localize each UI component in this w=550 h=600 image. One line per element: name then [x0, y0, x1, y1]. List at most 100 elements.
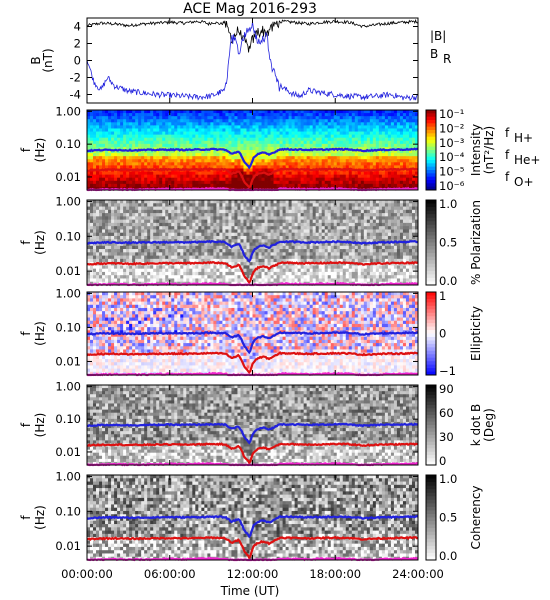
spectrogram-cell [409, 184, 412, 187]
spectrogram-cell [144, 256, 147, 260]
spectrogram-cell [93, 159, 96, 162]
spectrogram-cell [412, 138, 415, 141]
spectrogram-cell [180, 220, 183, 224]
spectrogram-cell [132, 162, 135, 165]
spectrogram-cell [177, 141, 180, 144]
spectrogram-cell [249, 172, 252, 175]
spectrogram-cell [246, 213, 249, 217]
spectrogram-cell [225, 184, 228, 187]
spectrogram-cell [292, 156, 295, 159]
colorbar-tick-label: 10⁻⁵ [439, 165, 465, 179]
spectrogram-cell [138, 153, 141, 156]
spectrogram-cell [192, 236, 195, 240]
spectrogram-cell [274, 162, 277, 165]
spectrogram-cell [364, 110, 367, 113]
spectrogram-cell [337, 184, 340, 187]
spectrogram-cell [310, 141, 313, 144]
spectrogram-cell [355, 162, 358, 165]
spectrogram-cell [262, 125, 265, 128]
spectrogram-cell [298, 132, 301, 135]
spectrogram-cell [340, 156, 343, 159]
spectrogram-cell [259, 226, 262, 230]
spectrogram-cell [120, 229, 123, 233]
spectrogram-cell [268, 178, 271, 181]
spectrogram-cell [93, 223, 96, 227]
spectrogram-cell [352, 132, 355, 135]
spectrogram-cell [147, 236, 150, 240]
spectrogram-cell [234, 147, 237, 150]
spectrogram-cell [216, 138, 219, 141]
spectrogram-cell [210, 233, 213, 237]
spectrogram-cell [144, 265, 147, 269]
spectrogram-cell [268, 181, 271, 184]
spectrogram-cell [283, 178, 286, 181]
spectrogram-cell [243, 138, 246, 141]
spectrogram-cell [385, 138, 388, 141]
spectrogram-cell [355, 113, 358, 116]
spectrogram-cell [174, 229, 177, 233]
spectrogram-cell [334, 175, 337, 178]
spectrogram-cell [99, 226, 102, 230]
spectrogram-cell [394, 153, 397, 156]
spectrogram-cell [280, 272, 283, 276]
spectrogram-cell [210, 141, 213, 144]
spectrogram-cell [376, 135, 379, 138]
spectrogram-cell [234, 125, 237, 128]
spectrogram-cell [183, 236, 186, 240]
spectrogram-cell [319, 272, 322, 276]
spectrogram-cell [262, 116, 265, 119]
spectrogram-cell [204, 269, 207, 273]
spectrogram-cell [277, 132, 280, 135]
spectrogram-cell [240, 122, 243, 125]
spectrogram-cell [307, 213, 310, 217]
spectrogram-cell [231, 239, 234, 243]
spectrogram-cell [141, 203, 144, 207]
spectrogram-cell [295, 272, 298, 276]
spectrogram-cell [192, 128, 195, 131]
spectrogram-cell [135, 144, 138, 147]
spectrogram-cell [126, 233, 129, 237]
spectrogram-cell [108, 144, 111, 147]
spectrogram-cell [397, 141, 400, 144]
spectrogram-cell [165, 272, 168, 276]
spectrogram-cell [171, 128, 174, 131]
spectrogram-cell [216, 216, 219, 220]
spectrogram-cell [259, 262, 262, 266]
spectrogram-cell [120, 223, 123, 227]
spectrogram-cell [280, 220, 283, 224]
spectrogram-cell [135, 259, 138, 263]
spectrogram-cell [216, 159, 219, 162]
colorbar-cell [426, 120, 436, 124]
spectrogram-cell [304, 184, 307, 187]
spectrogram-cell [316, 156, 319, 159]
spectrogram-cell [207, 172, 210, 175]
spectrogram-cell [280, 116, 283, 119]
spectrogram-cell [397, 110, 400, 113]
spectrogram-cell [171, 200, 174, 204]
spectrogram-cell [195, 269, 198, 273]
spectrogram-cell [213, 184, 216, 187]
spectrogram-cell [93, 132, 96, 135]
spectrogram-cell [204, 246, 207, 250]
spectrogram-cell [192, 203, 195, 207]
spectrogram-cell [385, 144, 388, 147]
spectrogram-cell [90, 156, 93, 159]
spectrogram-cell [153, 210, 156, 214]
colorbar-cell [426, 110, 436, 114]
spectrogram-cell [219, 200, 222, 204]
spectrogram-cell [319, 229, 322, 233]
spectrogram-cell [159, 207, 162, 211]
spectrogram-cell [412, 159, 415, 162]
spectrogram-cell [99, 216, 102, 220]
spectrogram-cell [406, 128, 409, 131]
spectrogram-cell [114, 135, 117, 138]
spectrogram-cell [286, 128, 289, 131]
spectrogram-cell [364, 119, 367, 122]
spectrogram-cell [147, 141, 150, 144]
spectrogram-cell [147, 269, 150, 273]
spectrogram-cell [114, 207, 117, 211]
spectrogram-cell [280, 210, 283, 214]
spectrogram-cell [406, 175, 409, 178]
spectrogram-cell [367, 159, 370, 162]
spectrogram-cell [186, 184, 189, 187]
